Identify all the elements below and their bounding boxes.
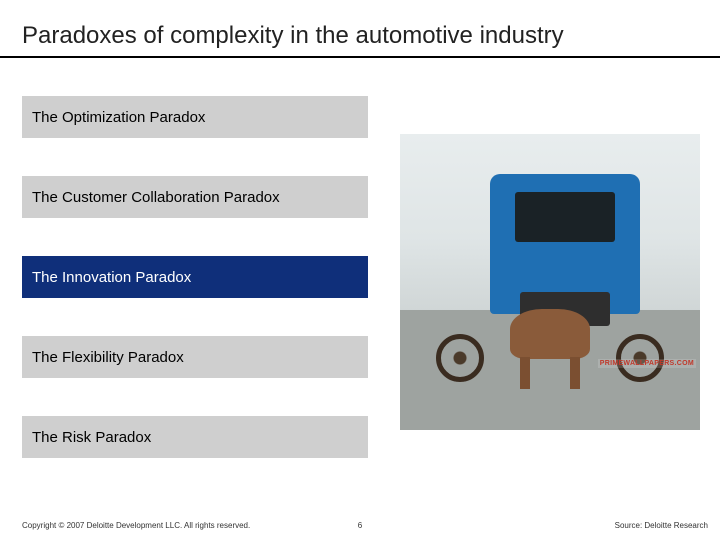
image-watermark: PRIMEWALLPAPERS.COM — [598, 359, 696, 368]
slide: Paradoxes of complexity in the automotiv… — [0, 0, 720, 540]
list-item-label: The Risk Paradox — [32, 429, 151, 446]
source-text: Source: Deloitte Research — [615, 521, 708, 530]
page-number: 6 — [358, 521, 362, 530]
list-item: The Innovation Paradox — [22, 256, 368, 298]
paradox-list: The Optimization Paradox The Customer Co… — [22, 96, 368, 458]
list-item-label: The Flexibility Paradox — [32, 349, 184, 366]
copyright-text: Copyright © 2007 Deloitte Development LL… — [22, 521, 250, 530]
list-item: The Flexibility Paradox — [22, 336, 368, 378]
list-item: The Customer Collaboration Paradox — [22, 176, 368, 218]
list-item: The Optimization Paradox — [22, 96, 368, 138]
page-title: Paradoxes of complexity in the automotiv… — [0, 22, 720, 58]
content-area: The Optimization Paradox The Customer Co… — [0, 96, 720, 458]
list-item-label: The Optimization Paradox — [32, 109, 205, 126]
list-item-label: The Customer Collaboration Paradox — [32, 189, 280, 206]
footer: Copyright © 2007 Deloitte Development LL… — [0, 521, 720, 530]
illustration-image: PRIMEWALLPAPERS.COM — [400, 134, 700, 430]
list-item-label: The Innovation Paradox — [32, 269, 191, 286]
photo-placeholder: PRIMEWALLPAPERS.COM — [400, 134, 700, 430]
list-item: The Risk Paradox — [22, 416, 368, 458]
